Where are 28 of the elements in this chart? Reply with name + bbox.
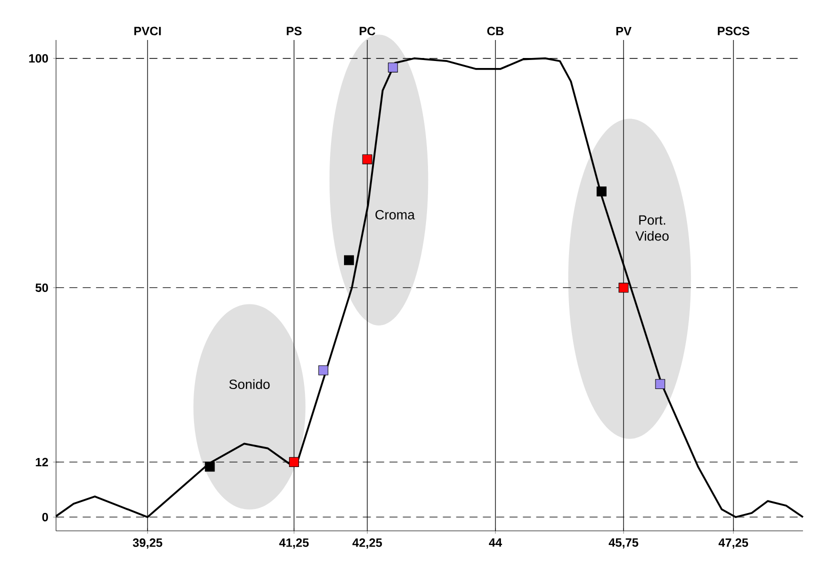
point [618,283,629,293]
y-tick-label: 0 [42,513,48,522]
y-tick-label: 50 [35,284,48,292]
y-tick-label: 12 [36,458,48,466]
x-tick-label: 45,75 [608,538,638,549]
ref-line-label: PC [360,27,376,36]
point [362,154,372,164]
point [289,457,299,468]
point [596,186,607,197]
annotation: Croma [375,210,415,220]
annotation: Sonido [229,379,270,390]
point [318,366,328,376]
ref-line-label: PS [286,27,302,36]
ref-line-label: PV [616,27,632,36]
point [655,379,666,390]
ref-line-label: PVCI [134,27,161,36]
x-tick-label: 42,25 [352,538,382,549]
point [344,255,354,266]
ref-line-label: CB [487,27,504,36]
ref-line-label: PSCS [718,27,750,36]
point [204,462,215,472]
x-tick-label: 47,25 [718,538,748,549]
x-tick-label: 41,25 [279,538,309,549]
y-tick-label: 100 [29,54,48,63]
annotation: Port. Video [635,216,669,241]
x-tick-label: 39,25 [132,538,162,549]
point [388,62,398,73]
x-tick-label: 44 [488,538,502,547]
